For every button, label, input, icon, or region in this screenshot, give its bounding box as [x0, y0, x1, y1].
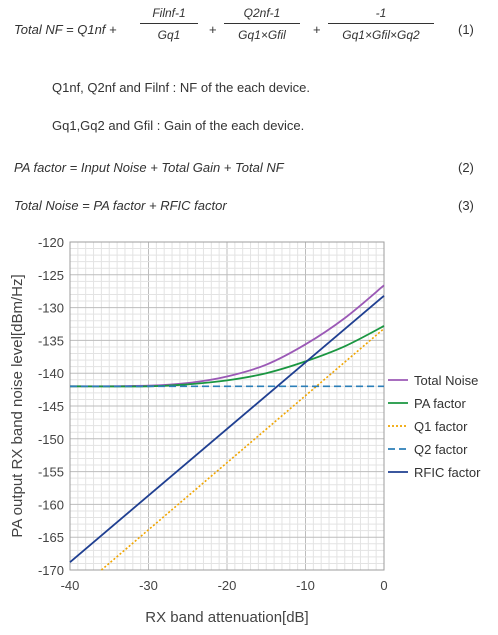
fraction-bar: [224, 23, 300, 24]
eq3-text: Total Noise = PA factor + RFIC factor: [14, 198, 227, 213]
y-tick-label: -130: [38, 301, 64, 316]
eq1-fraction-1: Filnf-1 Gq1: [140, 6, 198, 42]
y-tick-label: -120: [38, 235, 64, 250]
note-noise-figure: Q1nf, Q2nf and Filnf : NF of the each de…: [52, 80, 310, 95]
x-tick-label: -20: [218, 578, 237, 593]
noise-level-chart: -120 -125 -130 -135 -140 -145 -150 -155 -160 -165…: [9, 235, 481, 626]
eq1-fraction-2: Q2nf-1 Gq1×Gfil: [224, 6, 300, 42]
y-tick-label: -145: [38, 399, 64, 414]
eq1-plus-2: +: [313, 22, 321, 37]
eq1-frac3-denominator: Gq1×Gfil×Gq2: [342, 28, 420, 42]
series-line-q1-factor: [100, 327, 385, 571]
y-tick-label: -140: [38, 366, 64, 381]
x-tick-label: -30: [139, 578, 158, 593]
plot-frame: [69, 241, 385, 571]
y-tick-label: -135: [38, 333, 64, 348]
y-tick-label: -155: [38, 465, 64, 480]
eq1-frac2-denominator: Gq1×Gfil: [238, 28, 286, 42]
series-line-rfic-factor: [69, 295, 385, 563]
y-tick-label: -170: [38, 563, 64, 578]
eq2-text: PA factor = Input Noise + Total Gain + T…: [14, 160, 284, 175]
legend-label-total-noise: Total Noise: [414, 373, 478, 388]
y-tick-label: -150: [38, 432, 64, 447]
eq2-number: (2): [458, 160, 474, 175]
eq1-frac1-denominator: Gq1: [157, 28, 181, 42]
fraction-bar: [140, 23, 198, 24]
eq1-plus-1: +: [209, 22, 217, 37]
eq1-frac3-numerator: -1: [375, 6, 387, 20]
y-tick-label: -165: [38, 530, 64, 545]
x-tick-label: 0: [380, 578, 387, 593]
eq3-number: (3): [458, 198, 474, 213]
eq1-number: (1): [458, 22, 474, 37]
y-tick-label: -160: [38, 497, 64, 512]
legend-label-pa-factor: PA factor: [414, 396, 466, 411]
fraction-bar: [328, 23, 434, 24]
x-tick-label: -40: [61, 578, 80, 593]
eq1-frac1-numerator: Filnf-1: [152, 6, 186, 20]
x-axis-label: RX band attenuation[dB]: [145, 609, 308, 626]
eq1-lhs: Total NF = Q1nf +: [14, 22, 117, 37]
y-axis-label: PA output RX band noise level[dBm/Hz]: [9, 274, 26, 537]
eq1-fraction-3: -1 Gq1×Gfil×Gq2: [328, 6, 434, 42]
x-tick-label: -10: [296, 578, 315, 593]
legend-label-q2-factor: Q2 factor: [414, 442, 468, 457]
legend-label-rfic-factor: RFIC factor: [414, 465, 481, 480]
note-gain: Gq1,Gq2 and Gfil : Gain of the each devi…: [52, 118, 305, 133]
legend-label-q1-factor: Q1 factor: [414, 419, 468, 434]
y-tick-label: -125: [38, 268, 64, 283]
eq1-frac2-numerator: Q2nf-1: [243, 6, 281, 20]
